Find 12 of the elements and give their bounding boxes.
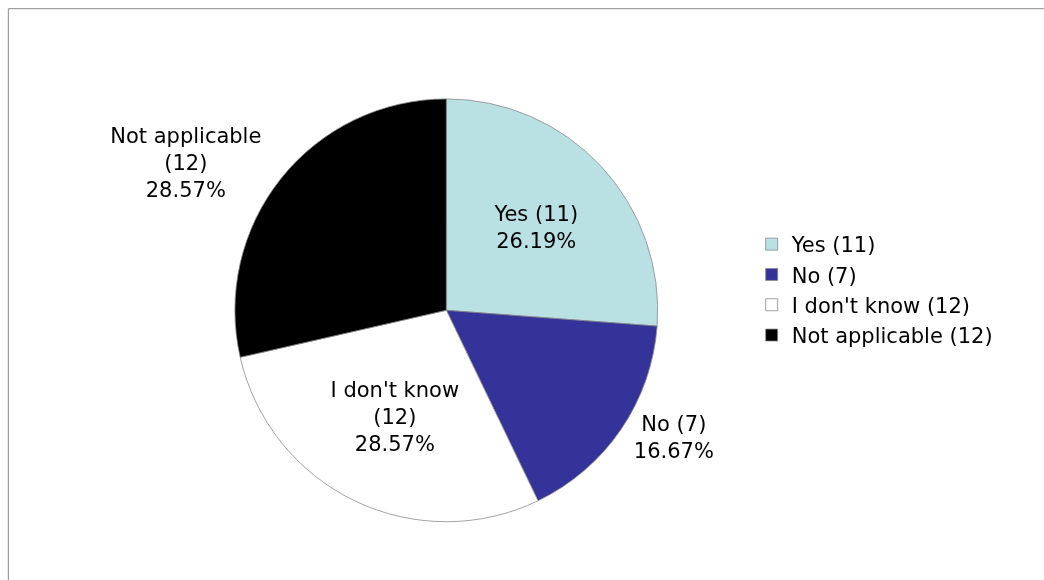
slice-label: No (7) (641, 411, 707, 436)
legend-label: Not applicable (12) (791, 324, 993, 349)
data-label: 28.57% (145, 178, 226, 203)
legend-label: I don't know (12) (791, 293, 971, 318)
legend-label: Yes (11) (790, 233, 876, 258)
data-label: 26.19% (496, 228, 577, 253)
data-label: 28.57% (354, 432, 435, 457)
legend-label: No (7) (791, 263, 857, 288)
slice-label: Not applicable (12) (110, 123, 262, 176)
slice-label: Yes (11) (493, 201, 579, 226)
data-label: 16.67% (633, 439, 714, 464)
slice-label: I don't know (12) (330, 377, 460, 430)
